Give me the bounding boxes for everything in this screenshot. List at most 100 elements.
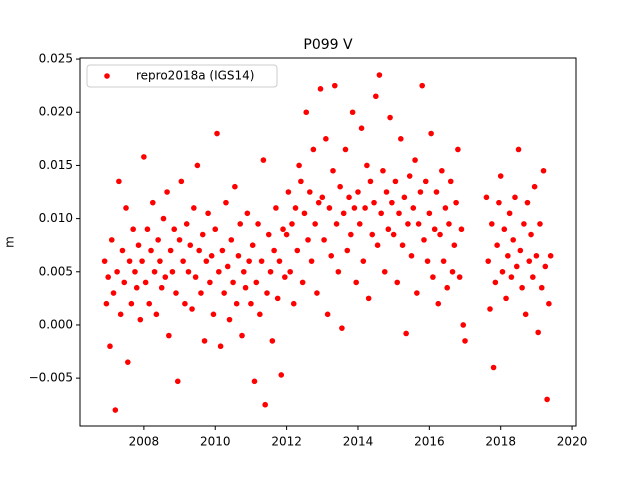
data-point	[142, 279, 149, 286]
data-point	[160, 215, 167, 222]
data-point	[299, 279, 306, 286]
data-point	[374, 242, 381, 248]
data-point	[540, 167, 547, 174]
data-point	[133, 284, 140, 291]
data-point	[403, 330, 409, 337]
data-point	[356, 221, 363, 227]
data-point	[162, 274, 169, 280]
data-point	[506, 210, 513, 217]
data-point	[267, 268, 274, 275]
data-point	[290, 300, 297, 307]
data-point	[449, 268, 456, 275]
data-point	[424, 258, 431, 264]
data-point	[401, 194, 408, 201]
data-point	[240, 268, 247, 275]
data-point	[387, 114, 393, 121]
data-point	[505, 253, 511, 259]
data-point	[278, 372, 285, 378]
x-tick-label: 2008	[129, 435, 160, 449]
data-point	[530, 274, 536, 280]
data-point	[226, 316, 233, 323]
data-point	[542, 263, 549, 270]
x-tick-label: 2010	[200, 435, 231, 449]
data-point	[515, 146, 522, 153]
data-point	[178, 178, 185, 185]
data-point	[369, 231, 376, 238]
data-point	[116, 178, 122, 185]
data-point	[414, 290, 420, 296]
data-point	[221, 290, 227, 296]
data-point	[524, 199, 531, 206]
data-point	[408, 253, 415, 259]
data-point	[397, 136, 404, 142]
y-tick-label: 0.000	[39, 317, 73, 331]
x-tick-label: 2014	[343, 435, 374, 449]
data-point	[349, 109, 356, 116]
data-point	[385, 226, 392, 233]
data-point	[182, 300, 188, 307]
data-point	[412, 157, 418, 163]
data-point	[442, 205, 449, 211]
data-point	[132, 268, 138, 275]
data-point	[544, 396, 550, 403]
data-point	[192, 274, 199, 280]
data-point	[496, 199, 502, 206]
data-point	[176, 237, 183, 243]
data-point	[365, 295, 372, 302]
data-point	[310, 146, 317, 153]
data-point	[117, 311, 124, 318]
x-tick-label: 2018	[485, 435, 516, 449]
data-point	[121, 279, 128, 286]
x-tick-label: 2012	[271, 435, 302, 449]
data-point	[235, 253, 242, 259]
data-point	[185, 268, 192, 275]
data-point	[371, 199, 377, 206]
data-point	[242, 284, 249, 291]
data-point	[485, 258, 492, 264]
data-point	[531, 183, 538, 190]
data-point	[207, 279, 213, 286]
data-point	[298, 178, 304, 185]
data-point	[453, 199, 459, 206]
data-point	[319, 194, 326, 201]
data-point	[232, 183, 238, 190]
data-point	[264, 290, 270, 296]
data-point	[340, 210, 347, 217]
data-point	[230, 279, 236, 286]
data-point	[394, 279, 401, 286]
data-point	[330, 167, 336, 174]
data-point	[406, 173, 413, 179]
data-point	[508, 274, 515, 280]
data-point	[321, 237, 327, 243]
data-point	[373, 93, 379, 100]
data-point	[367, 178, 374, 185]
y-tick-label: 0.010	[39, 211, 73, 225]
data-point	[431, 226, 438, 233]
y-tick-label: 0.020	[39, 105, 73, 119]
data-point	[317, 86, 324, 92]
data-point	[130, 226, 136, 233]
data-point	[158, 284, 165, 291]
data-point	[214, 130, 220, 137]
data-point	[378, 210, 384, 217]
data-point	[237, 221, 244, 227]
data-point	[426, 210, 433, 217]
data-point	[348, 231, 354, 238]
data-point	[308, 258, 315, 264]
data-point	[282, 274, 288, 280]
data-point	[512, 194, 518, 201]
data-point	[135, 242, 142, 248]
data-point	[149, 199, 156, 206]
data-point	[194, 162, 201, 169]
data-point	[362, 205, 368, 211]
data-point	[265, 231, 272, 238]
data-point	[249, 242, 256, 248]
data-point	[289, 221, 295, 227]
data-point	[444, 284, 450, 291]
data-point	[248, 300, 254, 307]
data-point	[535, 329, 541, 336]
data-point	[446, 221, 452, 227]
data-point	[144, 226, 151, 233]
data-point	[276, 258, 283, 264]
